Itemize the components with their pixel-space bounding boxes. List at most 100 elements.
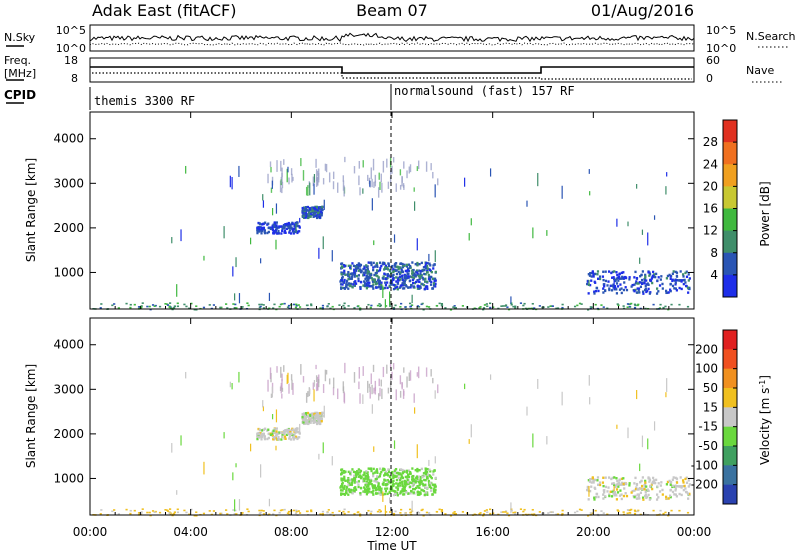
- colorbar-frame: [722, 329, 738, 505]
- power-pixel: [401, 276, 404, 280]
- velocity-pixel: [294, 512, 298, 515]
- power-pixel: [373, 273, 376, 277]
- power-pixel: [317, 170, 319, 176]
- velocity-pixel: [365, 470, 368, 473]
- velocity-pixel: [659, 509, 662, 512]
- power-pixel: [546, 230, 548, 236]
- velocity-pixel: [366, 478, 369, 481]
- velocity-pixel: [263, 437, 267, 441]
- power-pixel: [348, 284, 351, 287]
- velocity-pixel: [363, 472, 366, 476]
- velocity-pixel: [407, 475, 411, 479]
- velocity-pixel: [634, 476, 637, 480]
- velocity-pixel: [594, 509, 597, 512]
- power-pixel: [433, 279, 436, 283]
- power-pixel: [429, 275, 432, 279]
- velocity-pixel: [686, 511, 690, 514]
- power-pixel: [372, 283, 375, 286]
- velocity-pixel: [640, 479, 643, 483]
- power-pixel: [507, 308, 511, 311]
- power-pixel: [271, 228, 274, 232]
- velocity-pixel: [386, 479, 390, 482]
- power-pixel: [365, 284, 368, 287]
- velocity-pixel: [283, 365, 285, 372]
- velocity-pixel: [357, 475, 360, 478]
- power-pixel: [377, 269, 380, 273]
- power-pixel: [246, 302, 249, 304]
- power-pixel: [304, 214, 307, 217]
- velocity-pixel: [672, 476, 675, 479]
- power-pixel: [678, 279, 682, 282]
- power-pixel: [657, 276, 660, 279]
- power-pixel: [659, 278, 662, 281]
- power-pixel: [631, 283, 634, 287]
- power-pixel: [351, 286, 354, 289]
- velocity-pixel: [382, 483, 385, 486]
- power-pixel: [409, 266, 412, 269]
- velocity-pixel: [416, 478, 419, 482]
- power-pixel: [168, 306, 171, 308]
- power-pixel: [332, 171, 335, 180]
- power-pixel: [268, 307, 271, 310]
- velocity-pixel: [291, 379, 293, 390]
- velocity-pixel: [682, 488, 685, 492]
- power-pixel: [617, 279, 620, 282]
- velocity-pixel: [384, 479, 387, 482]
- power-pixel: [279, 303, 283, 306]
- power-pixel: [403, 184, 405, 190]
- power-pixel: [470, 218, 472, 226]
- velocity-pixel: [399, 481, 402, 485]
- power-pixel: [289, 232, 293, 235]
- power-pixel: [238, 293, 241, 304]
- power-pixel: [378, 303, 381, 305]
- power-pixel: [386, 281, 389, 284]
- power-pixel: [338, 304, 341, 306]
- velocity-pixel: [281, 373, 283, 382]
- velocity-pixel: [522, 510, 525, 513]
- power-pixel: [514, 305, 517, 308]
- velocity-pixel: [561, 391, 563, 406]
- power-pixel: [411, 261, 414, 264]
- velocity-pixel: [497, 513, 500, 516]
- velocity-pixel: [343, 475, 346, 479]
- power-pixel: [342, 304, 345, 307]
- velocity-pixel: [277, 437, 280, 441]
- velocity-pixel: [424, 469, 427, 472]
- power-pixel: [231, 176, 233, 190]
- velocity-pixel: [680, 486, 683, 489]
- power-pixel: [636, 304, 639, 307]
- colorbar-tick-label: 4: [710, 268, 718, 282]
- power-pixel: [129, 303, 132, 306]
- power-pixel: [687, 279, 690, 282]
- velocity-pixel: [639, 463, 641, 472]
- colorbar-tick-label: 20: [703, 179, 718, 193]
- power-pixel: [588, 169, 590, 174]
- power-pixel: [286, 222, 289, 226]
- power-pixel: [603, 285, 606, 288]
- power-pixel: [641, 229, 644, 235]
- power-pixel: [377, 276, 380, 279]
- power-pixel: [356, 266, 360, 270]
- velocity-pixel: [422, 514, 425, 517]
- velocity-pixel: [343, 508, 346, 511]
- power-pixel: [654, 275, 657, 279]
- power-pixel: [430, 163, 432, 171]
- power-pixel: [434, 270, 437, 274]
- velocity-pixel: [149, 514, 152, 517]
- velocity-pixel: [399, 390, 402, 398]
- velocity-pixel: [267, 379, 269, 392]
- power-pixel: [256, 229, 259, 233]
- velocity-pixel: [129, 512, 132, 515]
- y-tick-label: 3000: [53, 176, 84, 190]
- velocity-pixel: [613, 483, 616, 487]
- velocity-pixel: [613, 491, 617, 494]
- power-pixel: [644, 287, 647, 290]
- velocity-pixel: [281, 379, 283, 390]
- power-pixel: [271, 226, 274, 229]
- power-pixel: [669, 289, 672, 293]
- x-tick-label: 08:00: [274, 525, 309, 539]
- power-pixel: [362, 274, 365, 277]
- power-pixel: [594, 272, 597, 276]
- power-pixel: [378, 261, 382, 264]
- velocity-pixel: [370, 469, 373, 473]
